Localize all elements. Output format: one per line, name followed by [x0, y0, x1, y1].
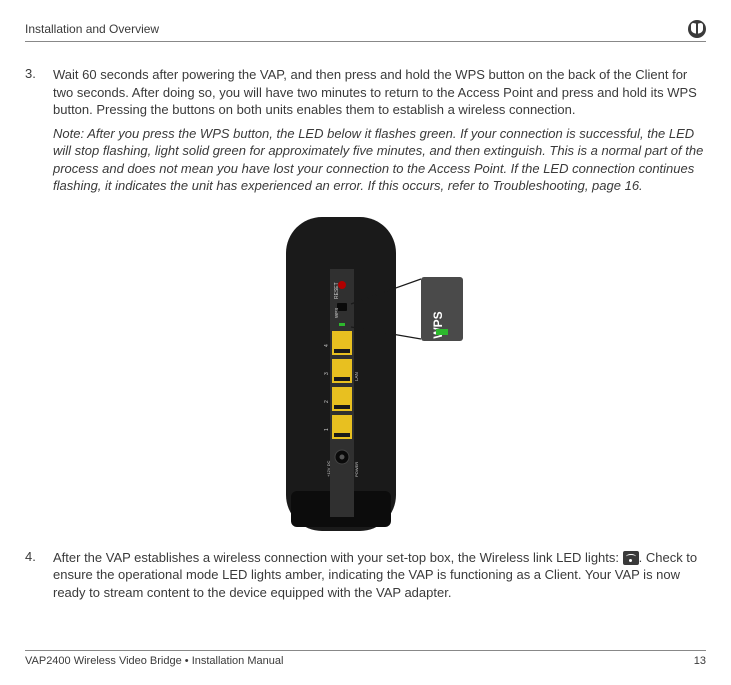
- footer-left: VAP2400 Wireless Video Bridge • Installa…: [25, 655, 283, 667]
- power-label: POWER: [354, 462, 359, 477]
- step-3: 3. Wait 60 seconds after powering the VA…: [25, 66, 706, 201]
- port-1-label: 1: [324, 428, 330, 431]
- motorola-logo-icon: [688, 20, 706, 38]
- lan-label: LAN: [354, 372, 359, 381]
- step-body: After the VAP establishes a wireless con…: [53, 549, 706, 608]
- page-footer: VAP2400 Wireless Video Bridge • Installa…: [25, 650, 706, 667]
- step-3-text: Wait 60 seconds after powering the VAP, …: [53, 66, 706, 119]
- step-4-text-a: After the VAP establishes a wireless con…: [53, 550, 623, 565]
- reset-label: RESET: [334, 282, 340, 299]
- wps-led-icon: [436, 329, 448, 335]
- device-illustration: RESET WPS 4 3 LAN 2 1 +12V DC POWER WPS: [25, 209, 706, 539]
- step-3-note: Note: After you press the WPS button, th…: [53, 125, 706, 195]
- step-body: Wait 60 seconds after powering the VAP, …: [53, 66, 706, 201]
- dc-label: +12V DC: [326, 460, 331, 476]
- step-number: 4.: [25, 549, 53, 608]
- footer-page-number: 13: [694, 655, 706, 667]
- wireless-link-led-icon: [623, 551, 639, 565]
- router-back-diagram: RESET WPS 4 3 LAN 2 1 +12V DC POWER WPS: [246, 209, 486, 539]
- page-header: Installation and Overview: [25, 20, 706, 42]
- wps-small-label: WPS: [334, 308, 339, 318]
- header-title: Installation and Overview: [25, 22, 159, 36]
- port-4-label: 4: [324, 344, 330, 347]
- port-3-label: 3: [324, 372, 330, 375]
- port-2-label: 2: [324, 400, 330, 403]
- step-4-text: After the VAP establishes a wireless con…: [53, 549, 706, 602]
- step-4: 4. After the VAP establishes a wireless …: [25, 549, 706, 608]
- step-number: 3.: [25, 66, 53, 201]
